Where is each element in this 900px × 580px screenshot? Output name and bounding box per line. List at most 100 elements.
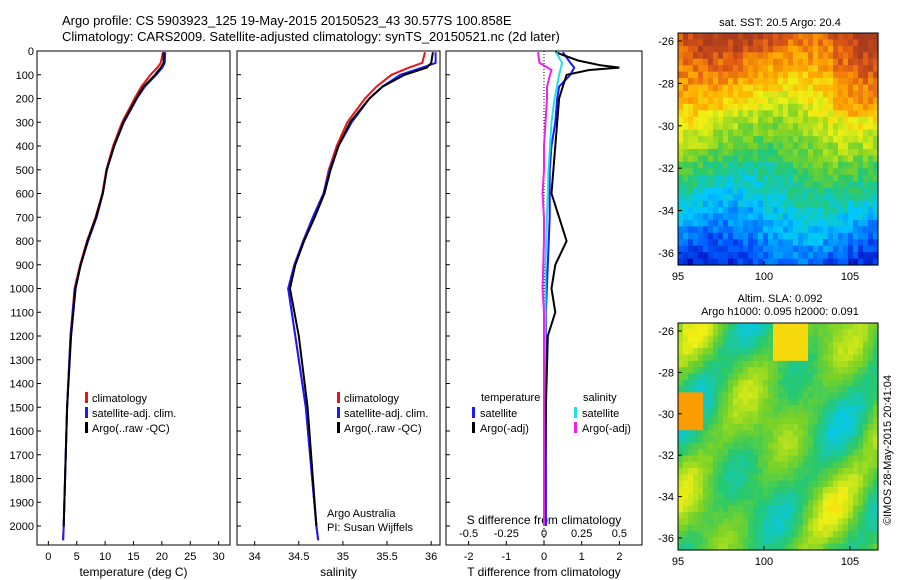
map-cell (758, 200, 764, 208)
map-cell (828, 430, 834, 438)
map-cell (848, 341, 854, 349)
map-cell (798, 493, 804, 501)
map-cell (678, 200, 684, 208)
map-cell (733, 91, 739, 99)
map-cell (743, 392, 749, 400)
map-cell (758, 258, 764, 266)
map-cell (718, 505, 724, 513)
map-cell (758, 341, 764, 349)
map-cell (763, 423, 769, 431)
map-cell (863, 194, 869, 202)
map-cell (678, 161, 684, 169)
map-cell (848, 480, 854, 488)
map-cell (688, 187, 694, 195)
map-cell (763, 455, 769, 463)
map-cell (803, 142, 809, 150)
map-cell (743, 136, 749, 144)
map-cell (818, 97, 824, 105)
map-cell (868, 493, 874, 501)
map-cell (788, 404, 794, 412)
map-cell (828, 136, 834, 144)
map-cell (798, 512, 804, 520)
map-cell (688, 417, 694, 425)
map-cell (813, 252, 819, 260)
map-cell (863, 84, 869, 92)
map-cell (768, 52, 774, 60)
legend-swatch (472, 422, 475, 433)
map-cell (848, 245, 854, 253)
map-cell (718, 33, 724, 41)
map-cell (768, 123, 774, 131)
map-cell (843, 239, 849, 247)
map-cell (853, 543, 859, 551)
lat-tick-label: -36 (658, 533, 674, 545)
map-cell (723, 219, 729, 227)
map-cell (768, 329, 774, 337)
map-cell (713, 142, 719, 150)
map-cell (803, 524, 809, 532)
legend-label: Argo(..raw -QC) (344, 423, 422, 435)
map-cell (823, 174, 829, 182)
map-cell (768, 392, 774, 400)
map-cell (698, 354, 704, 362)
y-tick-label: 1800 (10, 474, 34, 486)
map-cell (713, 436, 719, 444)
map-cell (808, 84, 814, 92)
map-cell (728, 524, 734, 532)
map-cell (828, 499, 834, 507)
map-cell (823, 524, 829, 532)
map-cell (778, 219, 784, 227)
map-cell (788, 354, 794, 362)
map-cell (848, 449, 854, 457)
map-cell (783, 468, 789, 475)
map-cell (808, 386, 814, 393)
map-cell (863, 499, 869, 507)
map-cell (778, 200, 784, 208)
map-cell (738, 226, 744, 234)
map-cell (708, 226, 714, 234)
map-cell (778, 103, 784, 111)
map-cell (743, 181, 749, 189)
map-cell (718, 486, 724, 494)
map-cell (838, 136, 844, 144)
map-cell (768, 65, 774, 73)
map-cell (793, 335, 799, 343)
map-cell (828, 39, 834, 47)
map-cell (793, 65, 799, 73)
map-cell (788, 91, 794, 99)
map-cell (798, 161, 804, 169)
map-cell (858, 329, 864, 337)
map-cell (863, 187, 869, 195)
map-cell (783, 52, 789, 60)
map-cell (718, 78, 724, 86)
map-cell (758, 329, 764, 337)
map-cell (733, 417, 739, 425)
x-tick-label: 35 (337, 551, 349, 563)
map-cell (803, 174, 809, 182)
map-cell (823, 84, 829, 92)
map-cell (738, 335, 744, 343)
map-cell (733, 39, 739, 47)
map-cell (738, 174, 744, 182)
map-cell (798, 449, 804, 457)
map-cell (783, 499, 789, 507)
map-cell (688, 367, 694, 375)
map-cell (843, 348, 849, 356)
map-cell (863, 149, 869, 157)
map-cell (768, 468, 774, 475)
map-cell (713, 354, 719, 362)
map-cell (863, 537, 869, 545)
map-cell (733, 348, 739, 356)
map-cell (863, 136, 869, 144)
map-cell (793, 258, 799, 266)
map-cell (683, 398, 689, 406)
map-cell (833, 174, 839, 182)
map-cell (698, 461, 704, 469)
map-cell (758, 531, 764, 538)
map-cell (813, 136, 819, 144)
map-cell (783, 455, 789, 463)
map-cell (773, 417, 779, 425)
map-cell (693, 341, 699, 349)
map-cell (678, 436, 684, 444)
map-cell (843, 423, 849, 431)
